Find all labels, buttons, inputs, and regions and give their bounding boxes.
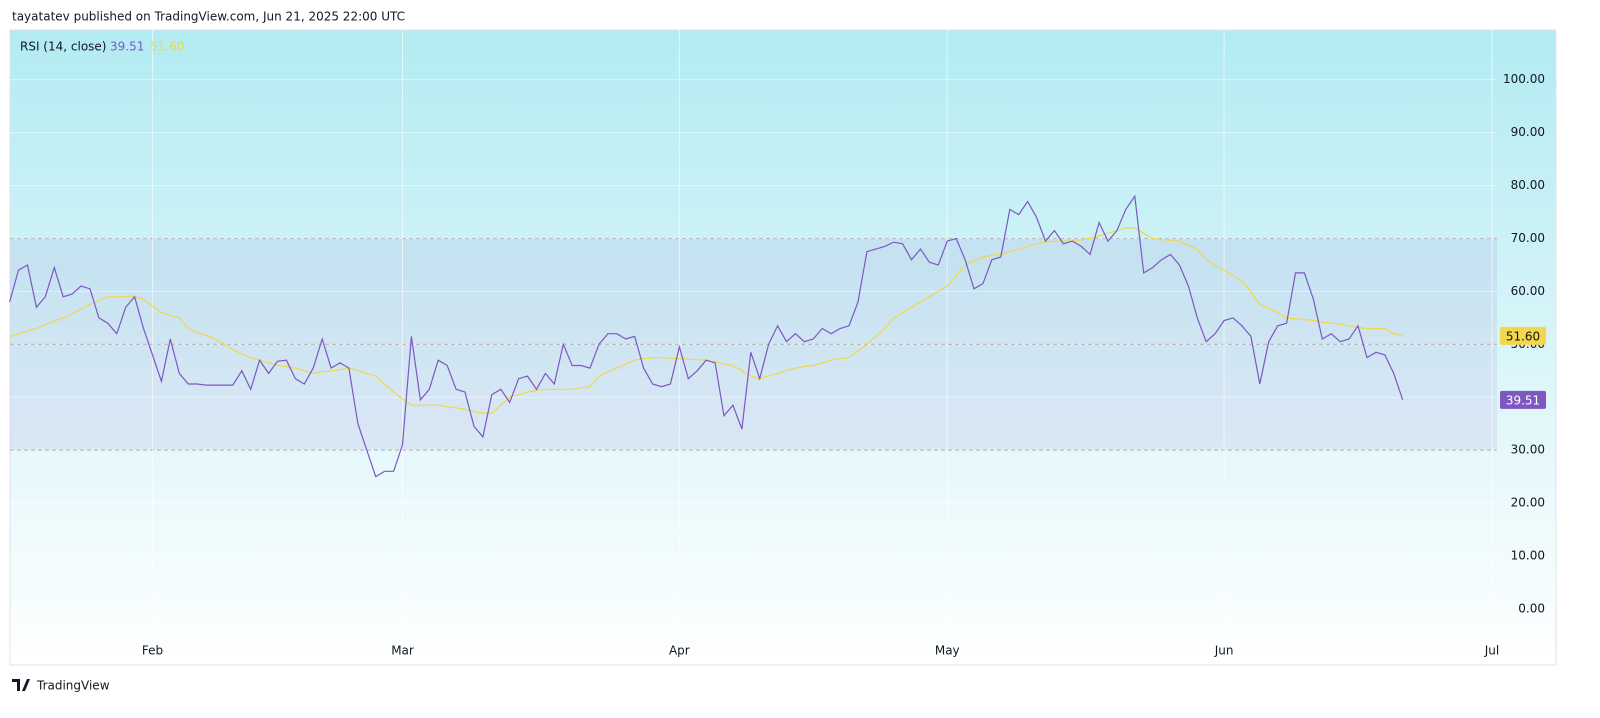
legend-rsi-value: 39.51 xyxy=(110,40,144,54)
series-line xyxy=(9,194,1404,478)
x-tick-label: Feb xyxy=(142,644,163,658)
brand-logo xyxy=(12,679,30,691)
last-value-label: 51.60 xyxy=(1506,329,1540,343)
x-tick-label: Apr xyxy=(669,644,690,658)
x-tick-label: Mar xyxy=(391,644,414,658)
footer-brand: TradingView xyxy=(36,679,110,693)
x-tick-label: May xyxy=(935,644,960,658)
plot-frame xyxy=(9,29,1557,666)
y-tick-label: 100.00 xyxy=(1503,72,1545,86)
y-tick-label: 30.00 xyxy=(1511,443,1545,457)
y-tick-label: 80.00 xyxy=(1511,178,1545,192)
y-tick-label: 60.00 xyxy=(1511,284,1545,298)
y-tick-label: 90.00 xyxy=(1511,125,1545,139)
plot-background xyxy=(10,30,1556,665)
last-value-label: 39.51 xyxy=(1506,393,1540,407)
y-tick-label: 10.00 xyxy=(1511,548,1545,562)
x-tick-label: Jun xyxy=(1214,644,1234,658)
legend-title: RSI (14, close) xyxy=(20,40,106,54)
x-tick-label: Jul xyxy=(1484,644,1499,658)
legend-ma-value: 51.60 xyxy=(150,40,184,54)
last-value-badge xyxy=(1500,390,1546,409)
header: tayatatev published on TradingView.com, … xyxy=(12,10,405,24)
y-tick-label: 20.00 xyxy=(1511,496,1545,510)
last-value-badge xyxy=(1500,326,1546,345)
y-tick-label: 70.00 xyxy=(1511,231,1545,245)
y-tick-label: 0.00 xyxy=(1518,601,1545,615)
